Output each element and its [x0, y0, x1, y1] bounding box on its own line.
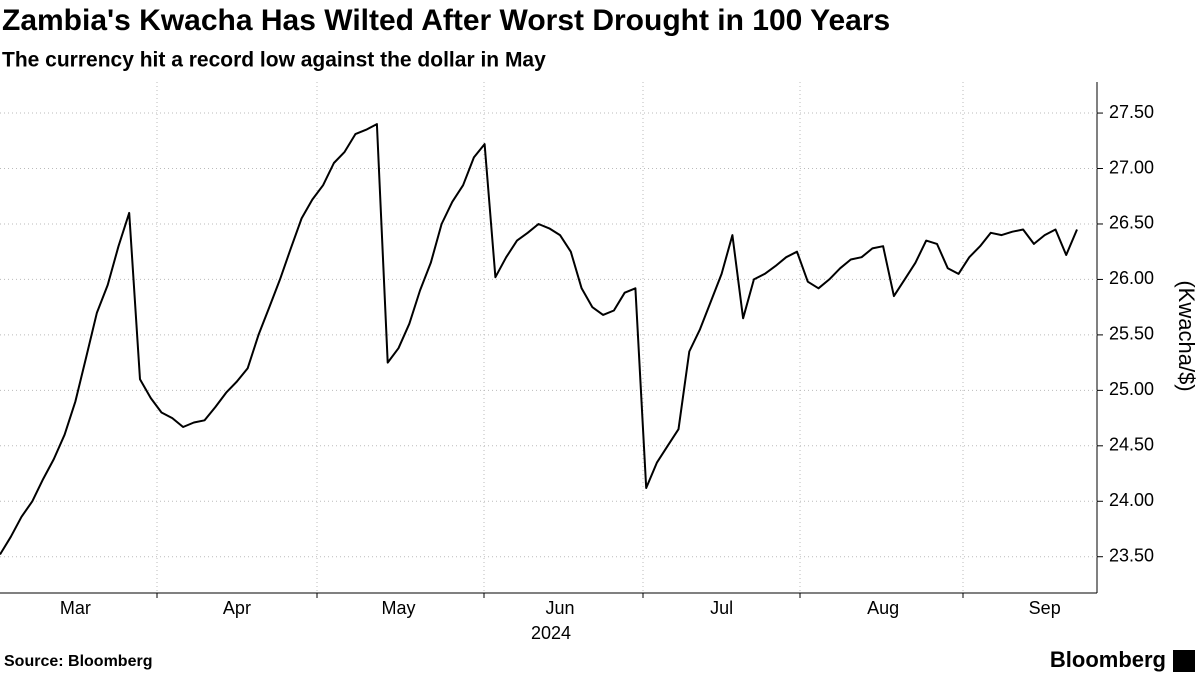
x-tick-label: Apr — [223, 598, 251, 618]
y-tick-label: 24.00 — [1109, 490, 1154, 510]
y-tick-label: 24.50 — [1109, 435, 1154, 455]
source: Source: Bloomberg — [4, 653, 152, 670]
chart-subtitle: The currency hit a record low against th… — [2, 49, 546, 72]
x-tick-label: Sep — [1029, 598, 1061, 618]
line-series — [0, 123, 1078, 556]
y-tick-label: 25.50 — [1109, 324, 1154, 344]
brand-icon — [1173, 650, 1195, 672]
x-tick-label: Aug — [867, 598, 899, 618]
brand: Bloomberg — [1050, 647, 1166, 672]
y-tick-label: 27.50 — [1109, 102, 1154, 122]
y-axis-label: (Kwacha/$) — [1174, 280, 1199, 391]
x-tick-label: Jun — [546, 598, 575, 618]
y-tick-label: 26.00 — [1109, 268, 1154, 288]
x-axis-label: 2024 — [531, 623, 571, 643]
y-tick-label: 27.00 — [1109, 157, 1154, 177]
y-tick-label: 26.50 — [1109, 213, 1154, 233]
x-tick-label: May — [381, 598, 415, 618]
x-tick-label: Jul — [710, 598, 733, 618]
y-tick-label: 25.00 — [1109, 379, 1154, 399]
chart-title: Zambia's Kwacha Has Wilted After Worst D… — [2, 4, 890, 37]
x-tick-label: Mar — [60, 598, 91, 618]
y-tick-label: 23.50 — [1109, 545, 1154, 565]
